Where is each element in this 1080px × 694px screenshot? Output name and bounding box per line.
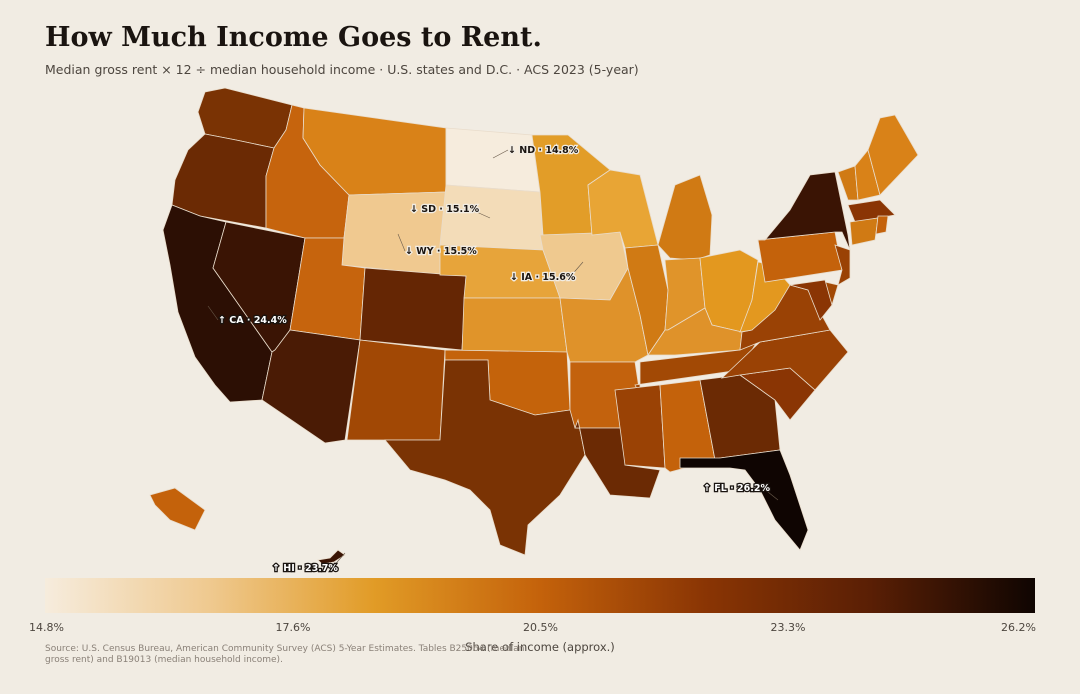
callout-label-sd: ↓ SD · 15.1% — [410, 204, 480, 215]
legend-tick-label: 26.2% — [1001, 621, 1036, 634]
state-mi — [657, 174, 713, 261]
page-title: How Much Income Goes to Rent. — [45, 22, 542, 53]
callout-label-ia: ↓ IA · 15.6% — [510, 272, 576, 283]
state-ri — [875, 215, 889, 235]
state-md — [789, 279, 833, 321]
callout-label-fl: ↑ FL · 26.2% — [703, 483, 770, 494]
callout-label-nd: ↓ ND · 14.8% — [508, 145, 579, 156]
callout-leader-fl — [762, 487, 779, 501]
state-sd — [439, 184, 544, 251]
state-tx — [384, 359, 586, 556]
callout-leader-ia — [569, 261, 584, 278]
state-fl — [679, 449, 809, 551]
legend-tick-label: 23.3% — [770, 621, 806, 634]
state-or — [171, 133, 275, 229]
legend-tick-label: 20.5% — [523, 621, 558, 634]
callout-label-wy: ↓ WY · 15.5% — [405, 246, 477, 257]
legend-tick-label: 17.6% — [275, 621, 311, 634]
state-me — [867, 114, 919, 196]
state-vt — [837, 165, 859, 201]
callout-label-hi: ↑ HI · 23.7% — [272, 563, 338, 574]
callouts-layer: ↓ ND · 14.8% ↓ SD · 15.1% ↓ WY · 15.5% ↓ IA… — [207, 144, 779, 575]
callout-leader-nd — [492, 149, 509, 159]
callout-leader-hi — [331, 552, 346, 569]
state-ak — [149, 487, 206, 531]
state-ks — [461, 297, 568, 353]
callout-leader-sd — [469, 208, 491, 219]
source-note: Source: U.S. Census Bureau, American Com… — [45, 644, 525, 665]
state-nj — [834, 244, 851, 286]
state-co — [359, 267, 467, 351]
legend-title: Share of income (approx.) — [465, 640, 615, 654]
callout-leader-wy — [397, 233, 406, 252]
callout-label-ca: ↑ CA · 24.4% — [218, 315, 287, 326]
state-ky — [647, 307, 743, 356]
state-ct — [849, 217, 879, 246]
state-hi — [317, 549, 346, 565]
state-ny — [757, 171, 851, 251]
page-subtitle: Median gross rent × 12 ÷ median househol… — [45, 62, 639, 77]
state-pa — [757, 231, 843, 283]
legend-tick-label: 14.8% — [29, 621, 64, 634]
legend-colorbar — [45, 578, 1035, 613]
state-nm — [346, 339, 446, 441]
states-layer — [149, 87, 919, 565]
callout-leader-ca — [207, 305, 219, 321]
state-nd — [445, 127, 541, 193]
